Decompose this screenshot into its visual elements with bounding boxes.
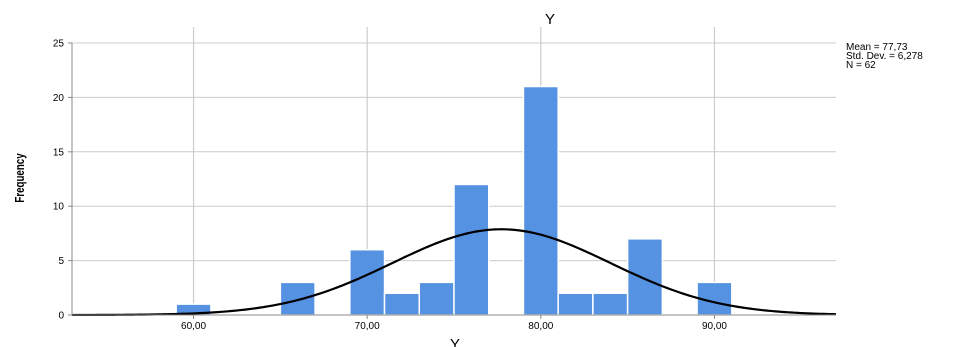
histogram-bar (418, 281, 455, 316)
grid-lines (72, 27, 836, 315)
y-axis-label: Frequency (14, 153, 28, 203)
histogram-bar (383, 292, 421, 316)
stats-mean: Mean = 77,73 (846, 42, 908, 53)
stats-n: N = 62 (846, 60, 876, 71)
histogram-bar (453, 183, 490, 316)
y-tick-label: 20 (53, 93, 65, 104)
histogram-bar (626, 238, 664, 316)
stats-legend: Mean = 77,73 Std. Dev. = 6,278 N = 62 (846, 42, 923, 71)
y-tick-label: 5 (58, 256, 64, 267)
histogram-bar (592, 292, 629, 316)
histogram-bars (175, 85, 733, 316)
histogram-bar (279, 281, 316, 316)
chart-title: Y (545, 11, 555, 28)
y-tick-label: 15 (53, 147, 65, 158)
histogram-bar (349, 248, 386, 316)
x-tick-label: 70,00 (355, 321, 380, 332)
x-tick-label: 80,00 (528, 321, 553, 332)
x-tick-label: 60,00 (181, 321, 206, 332)
normal-curve (72, 228, 837, 317)
histogram-bar (522, 85, 559, 316)
y-tick-label: 25 (53, 39, 65, 50)
axes (68, 42, 836, 319)
normal-curve-layer (72, 228, 837, 317)
histogram-bar (557, 292, 594, 316)
stats-std-dev: Std. Dev. = 6,278 (846, 51, 923, 62)
y-tick-label: 0 (58, 311, 64, 322)
tick-labels: 0 5 10 15 20 25 60,00 70,00 80,00 90,00 (53, 39, 728, 333)
x-axis-label: Y (450, 336, 460, 347)
x-tick-label: 90,00 (702, 321, 727, 332)
y-tick-label: 10 (53, 202, 65, 213)
